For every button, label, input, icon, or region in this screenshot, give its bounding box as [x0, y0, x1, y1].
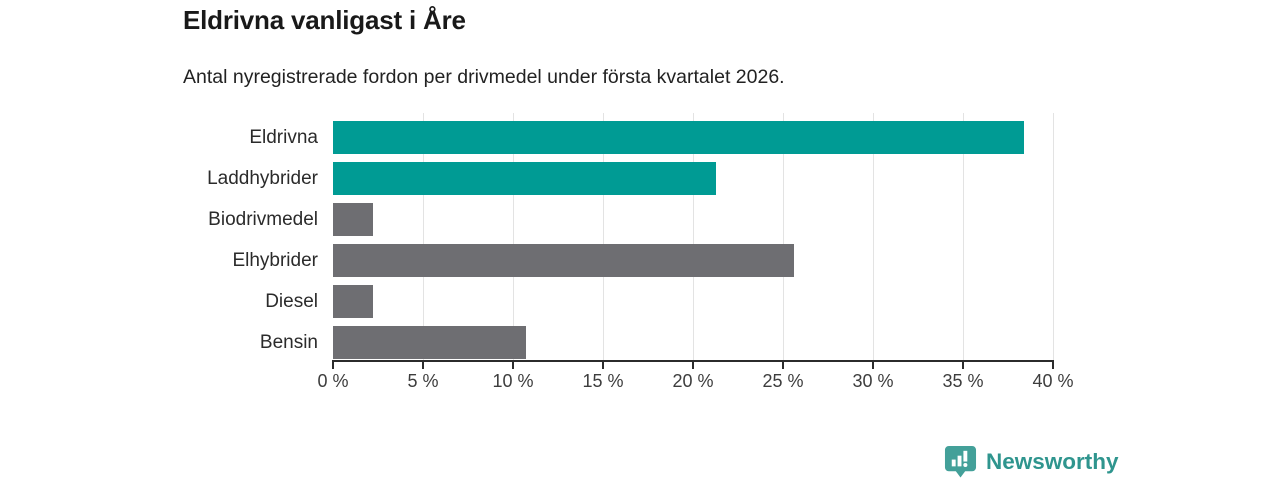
category-label: Biodrivmedel [208, 209, 318, 230]
x-tick-label: 30 % [852, 371, 894, 391]
x-axis-tick [602, 362, 604, 369]
category-label: Elhybrider [232, 250, 318, 271]
x-axis-tick [332, 362, 334, 369]
bar-bensin [333, 326, 526, 359]
x-tick-label: 10 % [492, 371, 534, 391]
gridline [602, 113, 604, 361]
gridline [962, 113, 964, 361]
category-label: Eldrivna [249, 127, 318, 148]
gridline [512, 113, 514, 361]
plot-area [333, 113, 1054, 361]
category-label: Diesel [265, 291, 318, 312]
x-tick-label: 5 % [407, 371, 439, 391]
category-label: Laddhybrider [207, 168, 318, 189]
gridline [1052, 113, 1054, 361]
newsworthy-badge-icon [944, 445, 977, 479]
x-axis: 0 % 5 % 10 % 15 % 20 % 25 % 30 % 35 % 40 % [317, 360, 1074, 391]
gridline [782, 113, 784, 361]
x-axis-tick [1052, 362, 1054, 369]
newsworthy-wordmark: Newsworthy [986, 449, 1119, 474]
x-axis-tick [512, 362, 514, 369]
x-tick-label: 35 % [942, 371, 984, 391]
bar-elhybrider [333, 244, 794, 277]
x-axis-tick [692, 362, 694, 369]
x-tick-label: 25 % [762, 371, 804, 391]
bar-biodrivmedel [333, 203, 373, 236]
gridline [422, 113, 424, 361]
x-axis-tick [422, 362, 424, 369]
x-tick-label: 40 % [1032, 371, 1074, 391]
x-axis-tick [872, 362, 874, 369]
gridline [872, 113, 874, 361]
x-axis-tick [962, 362, 964, 369]
category-label: Bensin [259, 332, 318, 353]
bar-eldrivna [333, 121, 1025, 154]
x-tick-label: 15 % [582, 371, 624, 391]
chart-subtitle: Antal nyregistrerade fordon per drivmede… [183, 66, 785, 88]
newsworthy-logo[interactable]: Newsworthy [944, 445, 1119, 479]
bar-diesel [333, 285, 373, 318]
gridline [692, 113, 694, 361]
x-axis-tick [782, 362, 784, 369]
chart-title: Eldrivna vanligast i Åre [183, 5, 466, 35]
x-tick-label: 20 % [672, 371, 714, 391]
x-tick-label: 0 % [317, 371, 349, 391]
bar-laddhybrider [333, 162, 717, 195]
